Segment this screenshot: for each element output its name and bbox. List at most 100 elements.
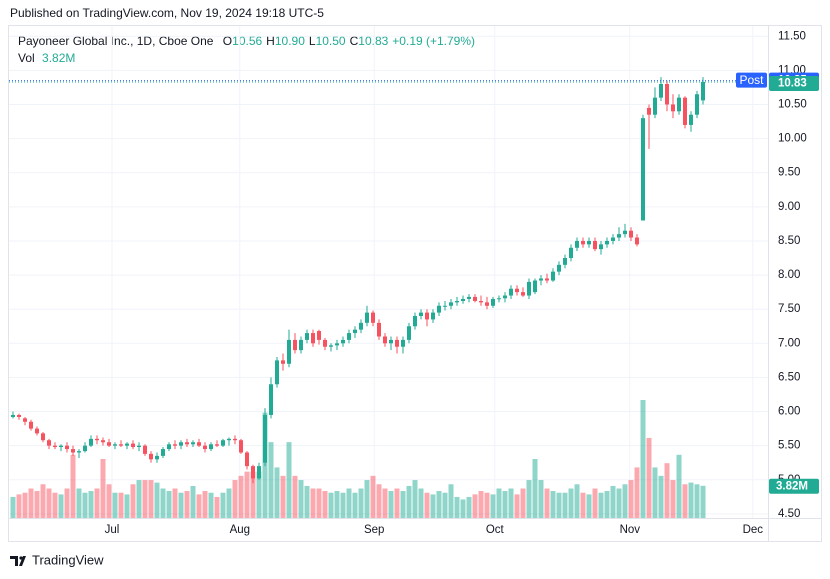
volume-tag — [769, 478, 819, 494]
volume-bar — [472, 494, 478, 518]
volume-tag-label: 3.82M — [776, 480, 808, 492]
volume-bar — [478, 491, 484, 518]
volume-bar — [160, 488, 166, 518]
candle-body — [641, 118, 645, 221]
volume-bar — [166, 491, 172, 518]
volume-bar — [280, 475, 286, 518]
volume-bar — [256, 471, 262, 518]
volume-bar — [688, 482, 694, 518]
candle-body — [671, 104, 675, 112]
volume-bar — [82, 492, 88, 518]
volume-bar — [22, 492, 28, 518]
candle-body — [695, 94, 699, 115]
candle-body — [551, 271, 555, 281]
volume-bar — [700, 485, 706, 518]
volume-bar — [400, 491, 406, 518]
volume-bar — [142, 480, 148, 518]
volume-value: 3.82M — [42, 51, 75, 65]
candle-body — [323, 339, 327, 347]
volume-bar — [118, 492, 124, 518]
volume-bar — [634, 467, 640, 518]
volume-bar — [286, 442, 292, 518]
candle-body — [593, 240, 597, 250]
volume-bar — [394, 488, 400, 518]
candle-body — [701, 81, 705, 101]
candle-body — [131, 443, 135, 448]
x-tick-label: Sep — [364, 524, 384, 536]
volume-bar — [694, 484, 700, 518]
ohlc-label: C — [350, 34, 359, 48]
candle-body — [233, 438, 237, 441]
candle-body — [431, 312, 435, 320]
volume-bar — [316, 488, 322, 518]
volume-bar — [136, 480, 142, 518]
candle-body — [473, 296, 477, 302]
candle-body — [275, 360, 279, 385]
candle-body — [107, 442, 111, 446]
volume-bar — [76, 488, 82, 518]
volume-bar — [130, 484, 136, 518]
volume-bar — [496, 488, 502, 518]
volume-legend: Vol 3.82M — [18, 51, 75, 65]
volume-title: Vol — [18, 51, 35, 65]
tradingview-logo — [10, 556, 26, 566]
candle-body — [545, 278, 549, 281]
volume-bar — [322, 491, 328, 518]
candle-body — [137, 445, 141, 448]
candle-body — [257, 466, 261, 479]
volume-bar — [10, 496, 16, 518]
volume-bar — [520, 488, 526, 518]
candle-body — [455, 301, 459, 303]
volume-bar — [460, 499, 466, 518]
candle-body — [11, 414, 15, 418]
volume-bar — [586, 494, 592, 518]
volume-bar — [352, 492, 358, 518]
volume-bar — [646, 437, 652, 518]
y-tick-label: 5.50 — [778, 440, 800, 452]
volume-bar — [664, 463, 670, 518]
post-label: Post — [739, 73, 764, 87]
volume-bar — [658, 475, 664, 518]
candle-body — [41, 433, 45, 441]
ohlc-value: 10.83 — [358, 34, 388, 48]
x-tick-label: Nov — [620, 524, 641, 536]
candle-body — [215, 444, 219, 446]
candle-body — [467, 296, 471, 299]
candle-body — [509, 288, 513, 296]
volume-bar — [88, 491, 94, 518]
candle-body — [101, 440, 105, 443]
volume-bar — [616, 488, 622, 518]
volume-bar — [346, 488, 352, 518]
candle-body — [533, 280, 537, 293]
volume-bar — [196, 494, 202, 518]
volume-bar — [52, 492, 58, 518]
candle-body — [635, 237, 639, 245]
candle-body — [515, 288, 519, 293]
volume-bar — [652, 467, 658, 518]
y-tick-label: 9.00 — [778, 201, 800, 213]
candle-body — [179, 442, 183, 446]
volume-bar — [202, 491, 208, 518]
candle-body — [149, 453, 153, 460]
candle-body — [407, 326, 411, 340]
volume-bar — [442, 492, 448, 518]
volume-bar — [250, 471, 256, 518]
candle-body — [365, 312, 369, 323]
y-tick-label: 4.50 — [778, 508, 800, 520]
candle-body — [683, 97, 687, 125]
candle-body — [239, 440, 243, 453]
candle-body — [347, 333, 351, 340]
candle-body — [419, 312, 423, 317]
candle-body — [521, 292, 525, 296]
marks — [10, 77, 706, 518]
x-tick-label: Dec — [743, 524, 764, 536]
candle-body — [71, 449, 75, 453]
volume-bar — [424, 492, 430, 518]
candle-body — [293, 339, 297, 351]
volume-bar — [124, 494, 130, 518]
candle-body — [77, 451, 81, 453]
volume-bar — [58, 494, 64, 518]
candle-body — [89, 438, 93, 446]
volume-bar — [628, 480, 634, 518]
